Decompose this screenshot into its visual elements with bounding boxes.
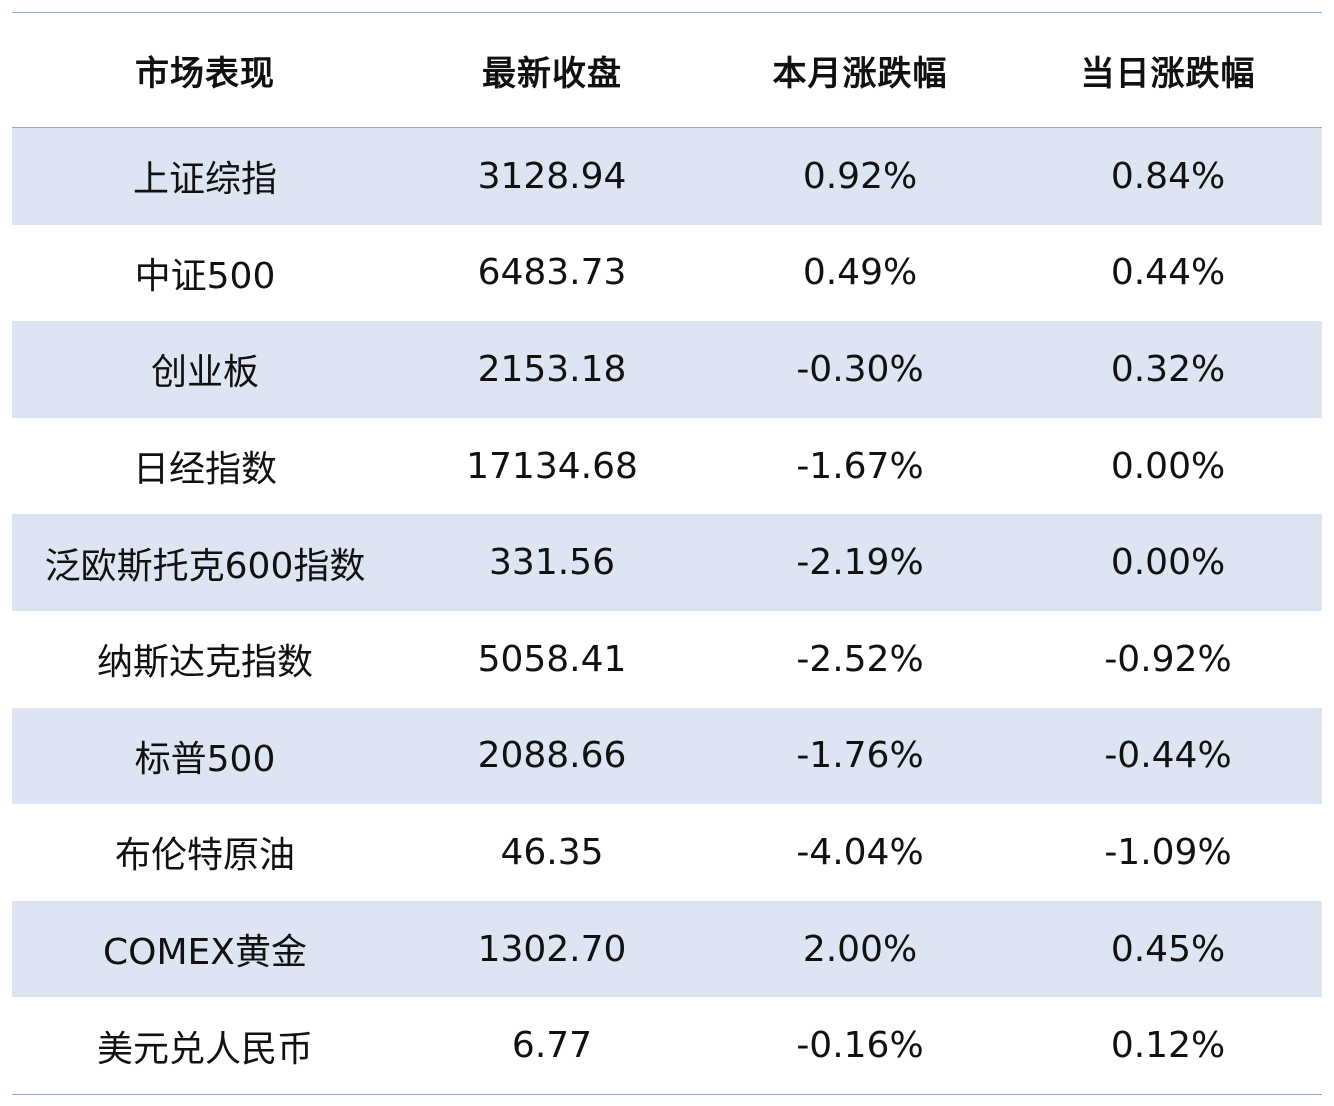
cell-day-change: 0.12% (1110, 1025, 1226, 1067)
cell-market-name: 美元兑人民币 (96, 1028, 313, 1070)
cell-day-change: -1.09% (1104, 831, 1232, 873)
cell-market-name: COMEX黄金 (103, 932, 307, 974)
table-row: 上证综指 3128.94 0.92% 0.84% (12, 128, 1322, 225)
header-month-change: 本月涨跌幅 (772, 53, 948, 94)
cell-month-change: 0.49% (802, 252, 918, 294)
table-row: COMEX黄金 1302.70 2.00% 0.45% (12, 900, 1322, 998)
cell-month-change: -0.30% (796, 348, 924, 390)
cell-latest-close: 331.56 (489, 542, 615, 584)
table-bottom-rule (12, 1093, 1322, 1095)
cell-latest-close: 6.77 (511, 1025, 593, 1067)
table-row: 泛欧斯托克600指数 331.56 -2.19% 0.00% (12, 514, 1322, 611)
cell-day-change: 0.32% (1110, 348, 1226, 390)
cell-month-change: 0.92% (802, 155, 918, 197)
cell-month-change: 2.00% (802, 928, 918, 970)
cell-latest-close: 1302.70 (477, 928, 627, 970)
market-table: 市场表现 最新收盘 本月涨跌幅 当日涨跌幅 上证综指 3128.94 0.92% 0.… (12, 12, 1322, 1095)
cell-month-change: -0.16% (796, 1025, 924, 1067)
cell-day-change: 0.00% (1110, 445, 1226, 487)
cell-latest-close: 17134.68 (466, 445, 638, 487)
cell-day-change: 0.84% (1110, 155, 1226, 197)
cell-day-change: 0.00% (1110, 542, 1226, 584)
cell-day-change: -0.92% (1104, 638, 1232, 680)
cell-market-name: 日经指数 (132, 449, 277, 491)
cell-latest-close: 5058.41 (477, 638, 627, 680)
table-row: 创业板 2153.18 -0.30% 0.32% (12, 321, 1322, 418)
cell-market-name: 纳斯达克指数 (96, 642, 313, 684)
cell-latest-close: 2153.18 (477, 348, 627, 390)
cell-market-name: 标普500 (134, 738, 276, 780)
cell-latest-close: 2088.66 (477, 735, 627, 777)
table-row: 布伦特原油 46.35 -4.04% -1.09% (12, 804, 1322, 901)
cell-latest-close: 6483.73 (477, 252, 627, 294)
cell-day-change: -0.44% (1104, 735, 1232, 777)
cell-market-name: 上证综指 (132, 159, 277, 201)
cell-month-change: -1.67% (796, 445, 924, 487)
header-day-change: 当日涨跌幅 (1080, 53, 1256, 94)
table-body: 上证综指 3128.94 0.92% 0.84% 中证500 6483.73 0.49% 0.… (12, 128, 1322, 1094)
cell-month-change: -1.76% (796, 735, 924, 777)
cell-month-change: -2.19% (796, 542, 924, 584)
cell-market-name: 布伦特原油 (114, 835, 295, 877)
cell-market-name: 泛欧斯托克600指数 (44, 545, 366, 587)
cell-month-change: -4.04% (796, 831, 924, 873)
cell-market-name: 创业板 (150, 352, 259, 394)
header-market: 市场表现 (135, 53, 275, 94)
table-row: 标普500 2088.66 -1.76% -0.44% (12, 707, 1322, 805)
table-row: 中证500 6483.73 0.49% 0.44% (12, 225, 1322, 322)
cell-latest-close: 46.35 (500, 831, 604, 873)
cell-latest-close: 3128.94 (477, 155, 627, 197)
cell-market-name: 中证500 (134, 255, 276, 297)
cell-month-change: -2.52% (796, 638, 924, 680)
table-row: 美元兑人民币 6.77 -0.16% 0.12% (12, 997, 1322, 1094)
header-latest-close: 最新收盘 (482, 53, 622, 94)
cell-day-change: 0.44% (1110, 252, 1226, 294)
cell-day-change: 0.45% (1110, 928, 1226, 970)
table-header-row: 市场表现 最新收盘 本月涨跌幅 当日涨跌幅 (12, 13, 1322, 128)
table-top-rule (12, 12, 1322, 13)
table-row: 纳斯达克指数 5058.41 -2.52% -0.92% (12, 611, 1322, 708)
table-row: 日经指数 17134.68 -1.67% 0.00% (12, 418, 1322, 515)
